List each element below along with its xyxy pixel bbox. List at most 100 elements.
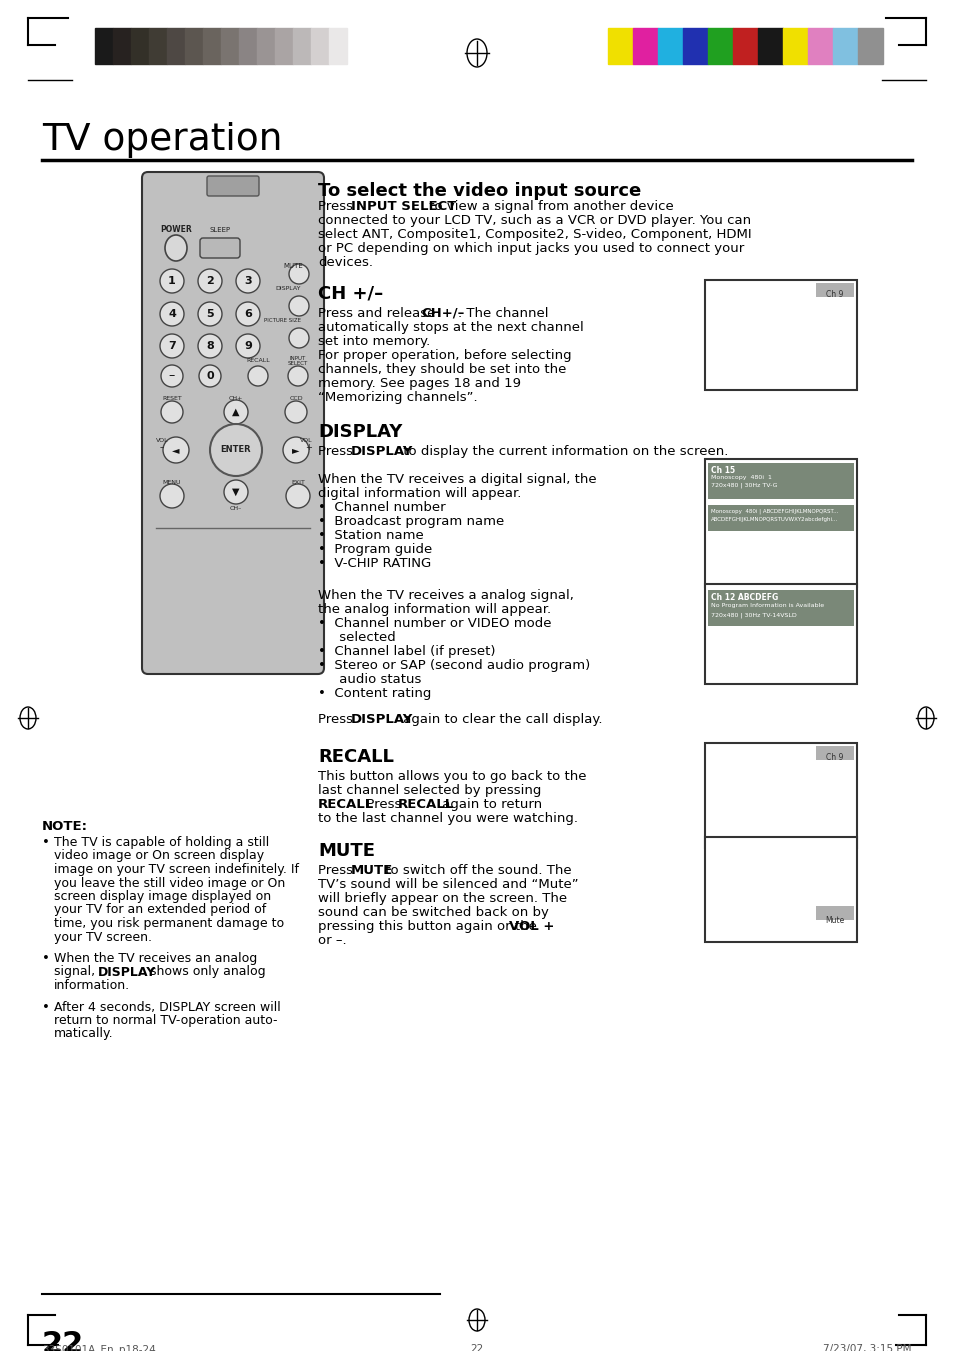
Bar <box>782 28 807 63</box>
Text: again to clear the call display.: again to clear the call display. <box>398 713 602 725</box>
Text: digital information will appear.: digital information will appear. <box>317 486 521 500</box>
FancyBboxPatch shape <box>207 176 258 196</box>
Circle shape <box>224 480 248 504</box>
Text: to view a signal from another device: to view a signal from another device <box>424 200 673 213</box>
Text: shows only analog: shows only analog <box>146 966 265 978</box>
Text: select ANT, Composite1, Composite2, S-video, Component, HDMI: select ANT, Composite1, Composite2, S-vi… <box>317 228 751 240</box>
Text: VOL: VOL <box>299 438 312 443</box>
Text: This button allows you to go back to the: This button allows you to go back to the <box>317 770 586 784</box>
Text: 33S0101A_En_p18-24: 33S0101A_En_p18-24 <box>42 1344 155 1351</box>
Text: you leave the still video image or On: you leave the still video image or On <box>54 877 285 889</box>
Text: “Memorizing channels”.: “Memorizing channels”. <box>317 390 477 404</box>
Text: the analog information will appear.: the analog information will appear. <box>317 603 551 616</box>
Text: signal,: signal, <box>54 966 99 978</box>
Bar <box>707 463 853 499</box>
Text: Press: Press <box>317 200 356 213</box>
Bar <box>704 280 856 390</box>
Bar <box>293 28 311 63</box>
Text: will briefly appear on the screen. The: will briefly appear on the screen. The <box>317 892 566 905</box>
Text: video image or On screen display: video image or On screen display <box>54 850 264 862</box>
Text: •  Broadcast program name: • Broadcast program name <box>317 515 504 528</box>
Circle shape <box>289 263 309 284</box>
Bar <box>815 282 853 297</box>
Circle shape <box>163 436 189 463</box>
Text: –: – <box>160 443 164 453</box>
Bar <box>832 28 857 63</box>
Text: ABCDEFGHIJKLMNOPQRSTUVWXY2abcdefghi...: ABCDEFGHIJKLMNOPQRSTUVWXY2abcdefghi... <box>710 517 838 521</box>
Circle shape <box>285 401 307 423</box>
Bar <box>185 28 203 63</box>
Circle shape <box>288 366 308 386</box>
Text: automatically stops at the next channel: automatically stops at the next channel <box>317 322 583 334</box>
Text: . Press: . Press <box>357 798 405 811</box>
Bar <box>807 28 832 63</box>
Text: Ch 15: Ch 15 <box>710 466 735 476</box>
Text: Press: Press <box>317 865 356 877</box>
Text: ▼: ▼ <box>232 486 239 497</box>
Text: CCD: CCD <box>289 396 302 400</box>
Text: When the TV receives a digital signal, the: When the TV receives a digital signal, t… <box>317 473 596 486</box>
Ellipse shape <box>165 235 187 261</box>
Circle shape <box>160 303 184 326</box>
Text: •  V-CHIP RATING: • V-CHIP RATING <box>317 557 431 570</box>
Text: •: • <box>42 836 50 848</box>
Text: 4: 4 <box>168 309 175 319</box>
Text: •  Channel number or VIDEO mode: • Channel number or VIDEO mode <box>317 617 551 630</box>
Circle shape <box>235 334 260 358</box>
Text: +: + <box>305 443 313 453</box>
Bar <box>95 28 112 63</box>
Bar <box>239 28 256 63</box>
Text: . The channel: . The channel <box>457 307 548 320</box>
Text: •  Program guide: • Program guide <box>317 543 432 557</box>
Circle shape <box>160 334 184 358</box>
Bar <box>256 28 274 63</box>
Bar <box>221 28 239 63</box>
Circle shape <box>286 484 310 508</box>
Text: •: • <box>42 1001 50 1013</box>
Text: to display the current information on the screen.: to display the current information on th… <box>398 444 727 458</box>
Text: When the TV receives a analog signal,: When the TV receives a analog signal, <box>317 589 574 603</box>
Text: RECALL: RECALL <box>397 798 454 811</box>
Circle shape <box>210 424 262 476</box>
Circle shape <box>160 484 184 508</box>
Text: Press: Press <box>317 713 356 725</box>
Bar <box>704 838 856 942</box>
Text: CH+/–: CH+/– <box>420 307 464 320</box>
Text: 5: 5 <box>206 309 213 319</box>
Text: RECALL: RECALL <box>317 748 394 766</box>
Circle shape <box>289 296 309 316</box>
Text: matically.: matically. <box>54 1028 113 1040</box>
Circle shape <box>235 303 260 326</box>
Text: Monoscopy  480i  1: Monoscopy 480i 1 <box>710 476 771 480</box>
Bar <box>112 28 131 63</box>
Text: Ch 9: Ch 9 <box>825 753 842 762</box>
Circle shape <box>248 366 268 386</box>
Bar <box>815 907 853 920</box>
Text: ▲: ▲ <box>232 407 239 417</box>
Text: 3: 3 <box>244 276 252 286</box>
Text: Mute: Mute <box>824 916 843 925</box>
Text: 7: 7 <box>168 340 175 351</box>
Text: 22: 22 <box>42 1329 84 1351</box>
Bar <box>131 28 149 63</box>
Text: ►: ► <box>292 444 299 455</box>
Text: MUTE: MUTE <box>317 842 375 861</box>
Bar <box>758 28 782 63</box>
Text: •  Channel number: • Channel number <box>317 501 445 513</box>
Text: return to normal TV-operation auto-: return to normal TV-operation auto- <box>54 1015 277 1027</box>
Text: To select the video input source: To select the video input source <box>317 182 640 200</box>
Text: channels, they should be set into the: channels, they should be set into the <box>317 363 566 376</box>
Text: ENTER: ENTER <box>220 446 251 454</box>
Bar <box>682 28 707 63</box>
Bar <box>707 28 732 63</box>
Text: The TV is capable of holding a still: The TV is capable of holding a still <box>54 836 269 848</box>
Text: DISPLAY: DISPLAY <box>317 423 402 440</box>
Text: –: – <box>169 370 175 382</box>
Text: MENU: MENU <box>163 481 181 485</box>
Bar <box>704 584 856 684</box>
Text: 8: 8 <box>206 340 213 351</box>
Text: your TV screen.: your TV screen. <box>54 931 152 943</box>
Text: again to return: again to return <box>437 798 541 811</box>
Text: NOTE:: NOTE: <box>42 820 88 834</box>
Bar <box>704 459 856 586</box>
